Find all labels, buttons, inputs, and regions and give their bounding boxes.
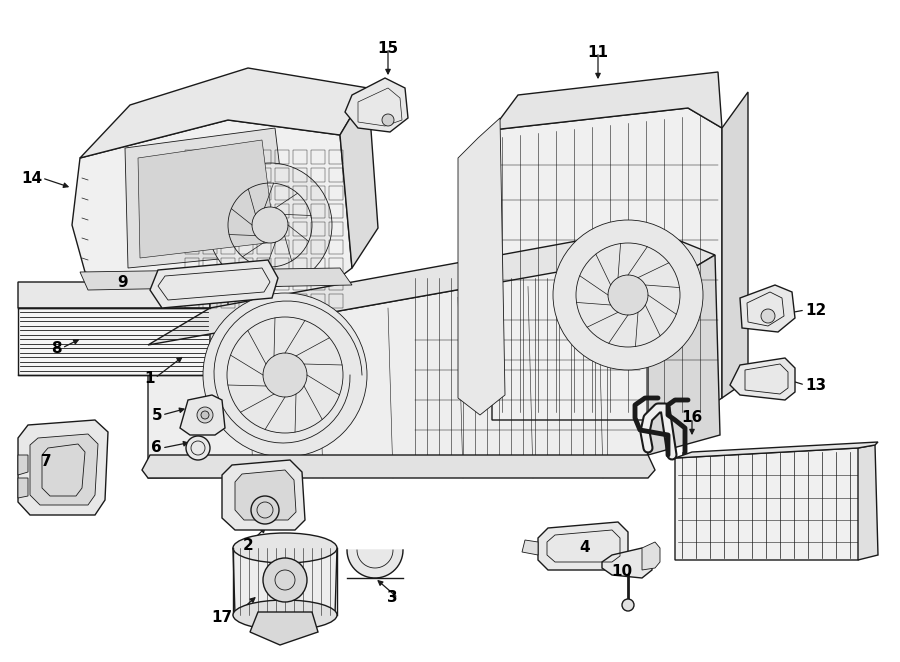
Polygon shape: [138, 140, 275, 258]
Circle shape: [382, 114, 394, 126]
Text: 10: 10: [611, 565, 633, 579]
Text: 8: 8: [51, 340, 62, 355]
Circle shape: [761, 309, 775, 323]
Text: 11: 11: [588, 44, 608, 60]
Polygon shape: [18, 282, 210, 308]
Text: 3: 3: [387, 591, 398, 606]
Text: 1: 1: [145, 371, 155, 385]
Polygon shape: [235, 470, 296, 520]
Text: 6: 6: [151, 440, 162, 455]
Polygon shape: [730, 358, 795, 400]
Polygon shape: [492, 108, 722, 420]
Polygon shape: [538, 522, 628, 570]
Polygon shape: [740, 285, 795, 332]
Circle shape: [252, 207, 288, 243]
Text: 12: 12: [805, 303, 826, 318]
Text: 7: 7: [41, 455, 52, 469]
Circle shape: [197, 407, 213, 423]
Polygon shape: [210, 295, 228, 382]
Circle shape: [201, 411, 209, 419]
Text: 17: 17: [211, 610, 232, 626]
Polygon shape: [80, 268, 352, 290]
Text: 9: 9: [117, 275, 128, 289]
Polygon shape: [80, 68, 368, 158]
Polygon shape: [722, 92, 748, 398]
Ellipse shape: [233, 533, 337, 563]
Polygon shape: [458, 118, 505, 415]
Text: 5: 5: [151, 408, 162, 422]
Polygon shape: [345, 78, 408, 132]
Polygon shape: [602, 548, 652, 578]
Circle shape: [622, 599, 634, 611]
Circle shape: [186, 436, 210, 460]
Polygon shape: [250, 612, 318, 645]
Polygon shape: [492, 72, 722, 130]
Polygon shape: [142, 455, 655, 478]
Polygon shape: [675, 448, 868, 560]
Circle shape: [608, 275, 648, 315]
Polygon shape: [18, 478, 28, 498]
Text: 14: 14: [21, 171, 42, 185]
Polygon shape: [858, 445, 878, 560]
Circle shape: [203, 293, 367, 457]
Polygon shape: [222, 460, 305, 530]
Ellipse shape: [233, 600, 337, 630]
Text: 16: 16: [681, 410, 703, 426]
Polygon shape: [72, 120, 352, 308]
Polygon shape: [648, 255, 720, 455]
Polygon shape: [148, 228, 715, 345]
Polygon shape: [18, 308, 210, 375]
Circle shape: [263, 558, 307, 602]
Text: 4: 4: [580, 540, 590, 555]
Polygon shape: [125, 128, 290, 268]
Polygon shape: [18, 420, 108, 515]
Circle shape: [251, 496, 279, 524]
Polygon shape: [347, 550, 403, 578]
Polygon shape: [522, 540, 538, 555]
Polygon shape: [18, 455, 28, 475]
Polygon shape: [150, 260, 278, 308]
Polygon shape: [642, 542, 660, 570]
Polygon shape: [180, 395, 225, 435]
Circle shape: [553, 220, 703, 370]
Polygon shape: [148, 268, 648, 478]
Circle shape: [263, 353, 307, 397]
Text: 2: 2: [243, 538, 254, 553]
Polygon shape: [30, 434, 98, 505]
Polygon shape: [340, 88, 378, 268]
Text: 13: 13: [805, 377, 826, 393]
Polygon shape: [675, 442, 878, 458]
Circle shape: [208, 163, 332, 287]
Polygon shape: [233, 548, 337, 615]
Text: 15: 15: [377, 40, 399, 56]
